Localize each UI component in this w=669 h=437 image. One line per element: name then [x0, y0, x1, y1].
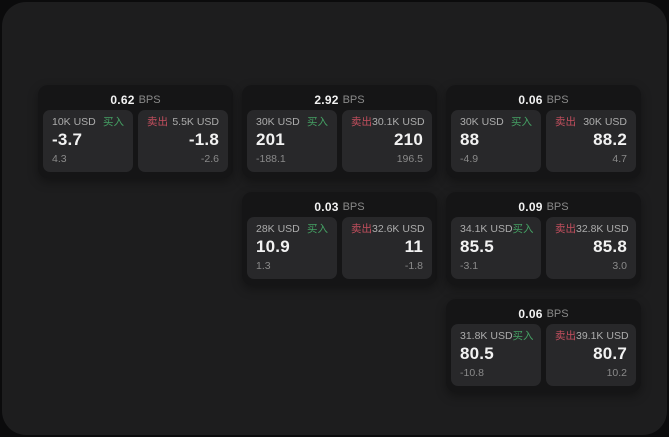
sell-price-value: 11 — [404, 236, 423, 256]
bps-unit-label: BPS — [546, 94, 569, 106]
sell-delta-value: -1.8 — [404, 260, 423, 273]
buy-delta-value: 4.3 — [52, 153, 67, 166]
bps-value: 0.03 — [314, 200, 339, 214]
bps-unit-label: BPS — [342, 94, 365, 106]
sell-price-value: 85.8 — [593, 236, 627, 256]
sell-amount-label: 30.1K USD — [372, 116, 425, 128]
buy-price-value: -3.7 — [52, 129, 83, 149]
quote-card-5: 0.09 BPS 34.1K USD 买入 85.5 -3.1 卖出 32.8K… — [446, 192, 641, 285]
buy-delta-value: -188.1 — [256, 153, 286, 166]
quote-card-2: 2.92 BPS 30K USD 买入 201 -188.1 卖出 30.1K … — [242, 85, 437, 178]
bps-value: 0.06 — [518, 93, 543, 107]
sell-label: 卖出 — [555, 116, 576, 128]
bps-unit-label: BPS — [546, 308, 569, 320]
buy-quote-tile[interactable]: 10K USD 买入 -3.7 4.3 — [43, 110, 133, 172]
buy-amount-label: 31.8K USD — [460, 330, 513, 342]
sell-label: 卖出 — [555, 330, 576, 342]
sell-delta-value: -2.6 — [200, 153, 219, 166]
quote-card-3: 0.06 BPS 30K USD 买入 88 -4.9 卖出 30K USD 8… — [446, 85, 641, 178]
buy-label: 买入 — [512, 223, 534, 235]
sell-amount-label: 39.1K USD — [576, 330, 629, 342]
quote-card-1: 0.62 BPS 10K USD 买入 -3.7 4.3 卖出 5.5K USD… — [38, 85, 233, 178]
buy-label: 买入 — [307, 116, 328, 128]
buy-label: 买入 — [307, 223, 328, 235]
bps-header: 2.92 BPS — [247, 90, 432, 110]
sell-delta-value: 10.2 — [606, 367, 627, 380]
buy-price-value: 10.9 — [256, 236, 290, 256]
buy-amount-label: 30K USD — [256, 116, 300, 128]
buy-quote-tile[interactable]: 34.1K USD 买入 85.5 -3.1 — [451, 217, 541, 279]
sell-amount-label: 32.6K USD — [372, 223, 425, 235]
sell-quote-tile[interactable]: 卖出 39.1K USD 80.7 10.2 — [546, 324, 636, 386]
sell-price-value: 210 — [394, 129, 423, 149]
sell-quote-tile[interactable]: 卖出 32.8K USD 85.8 3.0 — [546, 217, 636, 279]
sell-quote-tile[interactable]: 卖出 32.6K USD 11 -1.8 — [342, 217, 432, 279]
quote-card-4: 0.03 BPS 28K USD 买入 10.9 1.3 卖出 32.6K US… — [242, 192, 437, 285]
buy-label: 买入 — [511, 116, 532, 128]
sell-amount-label: 30K USD — [583, 116, 627, 128]
bps-header: 0.03 BPS — [247, 197, 432, 217]
bps-unit-label: BPS — [342, 201, 365, 213]
sell-label: 卖出 — [351, 223, 372, 235]
bps-header: 0.09 BPS — [451, 197, 636, 217]
bps-value: 0.06 — [518, 307, 543, 321]
buy-delta-value: -3.1 — [460, 260, 479, 273]
buy-price-value: 80.5 — [460, 343, 494, 363]
sell-quote-tile[interactable]: 卖出 5.5K USD -1.8 -2.6 — [138, 110, 228, 172]
sell-label: 卖出 — [351, 116, 372, 128]
bps-unit-label: BPS — [138, 94, 161, 106]
bps-header: 0.62 BPS — [43, 90, 228, 110]
sell-delta-value: 196.5 — [396, 153, 423, 166]
bps-unit-label: BPS — [546, 201, 569, 213]
buy-quote-tile[interactable]: 30K USD 买入 88 -4.9 — [451, 110, 541, 172]
buy-amount-label: 28K USD — [256, 223, 300, 235]
sell-price-value: 80.7 — [593, 343, 627, 363]
buy-delta-value: -10.8 — [460, 367, 484, 380]
sell-price-value: 88.2 — [593, 129, 627, 149]
buy-amount-label: 10K USD — [52, 116, 96, 128]
buy-amount-label: 30K USD — [460, 116, 504, 128]
sell-delta-value: 3.0 — [612, 260, 627, 273]
bps-value: 0.62 — [110, 93, 135, 107]
buy-price-value: 88 — [460, 129, 480, 149]
buy-delta-value: -4.9 — [460, 153, 479, 166]
buy-label: 买入 — [103, 116, 124, 128]
buy-price-value: 201 — [256, 129, 285, 149]
sell-amount-label: 32.8K USD — [576, 223, 629, 235]
sell-delta-value: 4.7 — [612, 153, 627, 166]
quote-card-6: 0.06 BPS 31.8K USD 买入 80.5 -10.8 卖出 39.1… — [446, 299, 641, 392]
bps-value: 0.09 — [518, 200, 543, 214]
sell-label: 卖出 — [555, 223, 576, 235]
buy-delta-value: 1.3 — [256, 260, 271, 273]
buy-amount-label: 34.1K USD — [460, 223, 513, 235]
bps-header: 0.06 BPS — [451, 304, 636, 324]
sell-amount-label: 5.5K USD — [172, 116, 219, 128]
buy-label: 买入 — [512, 330, 534, 342]
buy-quote-tile[interactable]: 30K USD 买入 201 -188.1 — [247, 110, 337, 172]
buy-price-value: 85.5 — [460, 236, 494, 256]
sell-label: 卖出 — [147, 116, 168, 128]
sell-price-value: -1.8 — [188, 129, 219, 149]
bps-header: 0.06 BPS — [451, 90, 636, 110]
sell-quote-tile[interactable]: 卖出 30.1K USD 210 196.5 — [342, 110, 432, 172]
bps-value: 2.92 — [314, 93, 339, 107]
buy-quote-tile[interactable]: 28K USD 买入 10.9 1.3 — [247, 217, 337, 279]
buy-quote-tile[interactable]: 31.8K USD 买入 80.5 -10.8 — [451, 324, 541, 386]
sell-quote-tile[interactable]: 卖出 30K USD 88.2 4.7 — [546, 110, 636, 172]
